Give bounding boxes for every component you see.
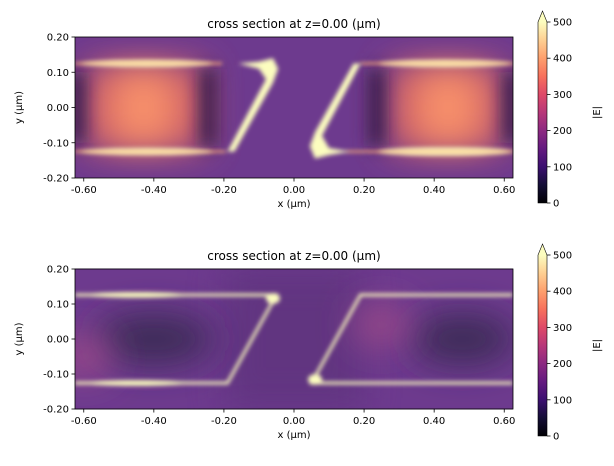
x-tick-label: 0.20 <box>353 185 375 196</box>
chart-title: cross section at z=0.00 (µm) <box>207 249 380 263</box>
colorbar-tick-label: 100 <box>553 395 572 406</box>
colorbar-tick-label: 200 <box>553 359 572 370</box>
x-tick-label: 0.40 <box>423 416 445 427</box>
y-tick-label: 0.20 <box>47 265 69 276</box>
colorbar-tick-label: 300 <box>553 323 572 334</box>
y-tick-label: -0.10 <box>43 138 69 149</box>
colorbar-label: |E| <box>592 339 603 352</box>
y-axis-label: y (µm) <box>14 91 25 124</box>
colorbar-tick-label: 400 <box>553 287 572 298</box>
x-tick-label: -0.60 <box>71 416 97 427</box>
panel-top: cross section at z=0.00 (µm) <box>14 17 515 211</box>
colorbar-outline <box>537 243 548 437</box>
y-tick-label: -0.20 <box>43 174 69 185</box>
colorbar-tick-label: 0 <box>553 199 559 210</box>
heatmap-image <box>75 37 513 178</box>
colorbar: 0 100 200 300 400 500 |E| <box>537 10 603 210</box>
heatmap-image <box>75 268 513 410</box>
colorbar-gradient <box>538 255 547 436</box>
colorbar-label: |E| <box>592 106 603 119</box>
colorbar-extend-triangle <box>538 11 547 22</box>
y-tick-label: 0.10 <box>47 68 69 79</box>
x-tick-label: -0.60 <box>71 185 97 196</box>
colorbar-gradient <box>538 22 547 203</box>
colorbar-tick-label: 500 <box>553 251 572 262</box>
x-tick-label: -0.40 <box>141 185 167 196</box>
colorbar-tick-label: 300 <box>553 90 572 101</box>
x-axis-label: x (µm) <box>277 430 310 441</box>
x-axis-label: x (µm) <box>277 199 310 210</box>
x-tick-label: 0.60 <box>493 416 515 427</box>
y-axis-label: y (µm) <box>14 322 25 355</box>
colorbar-tick-label: 400 <box>553 54 572 65</box>
colorbar-extend-triangle <box>538 244 547 255</box>
x-tick-label: 0.40 <box>423 185 445 196</box>
colorbar: 0 100 200 300 400 500 |E| <box>537 243 603 443</box>
colorbar-outline <box>537 10 548 204</box>
y-tick-label: 0.20 <box>47 33 69 44</box>
x-tick-label: -0.40 <box>141 416 167 427</box>
x-tick-label: 0.60 <box>493 185 515 196</box>
panel-bottom: cross section at z=0.00 (µm) -0.60 -0.40-… <box>14 249 515 441</box>
axes-top: -0.60 -0.40 -0.20 0.00 0.20 0.40 0.60 -0.20 -0.1… <box>14 33 515 211</box>
y-tick-label: -0.10 <box>43 370 69 381</box>
y-tick-label: 0.00 <box>47 103 69 114</box>
colorbar-tick-label: 100 <box>553 162 572 173</box>
x-tick-label: 0.00 <box>283 185 305 196</box>
chart-title: cross section at z=0.00 (µm) <box>207 17 380 31</box>
colorbar-tick-label: 200 <box>553 126 572 137</box>
axes-bottom: -0.60 -0.40 -0.20 0.00 0.20 0.40 0.60 -0.20 -0.1… <box>14 265 515 442</box>
y-tick-label: 0.10 <box>47 300 69 311</box>
x-tick-label: 0.00 <box>283 416 305 427</box>
y-tick-label: -0.20 <box>43 405 69 416</box>
colorbar-tick-label: 500 <box>553 18 572 29</box>
x-tick-label: -0.20 <box>211 416 237 427</box>
x-tick-label: 0.20 <box>353 416 375 427</box>
x-tick-label: -0.20 <box>211 185 237 196</box>
colorbar-tick-label: 0 <box>553 432 559 443</box>
y-tick-label: 0.00 <box>47 335 69 346</box>
